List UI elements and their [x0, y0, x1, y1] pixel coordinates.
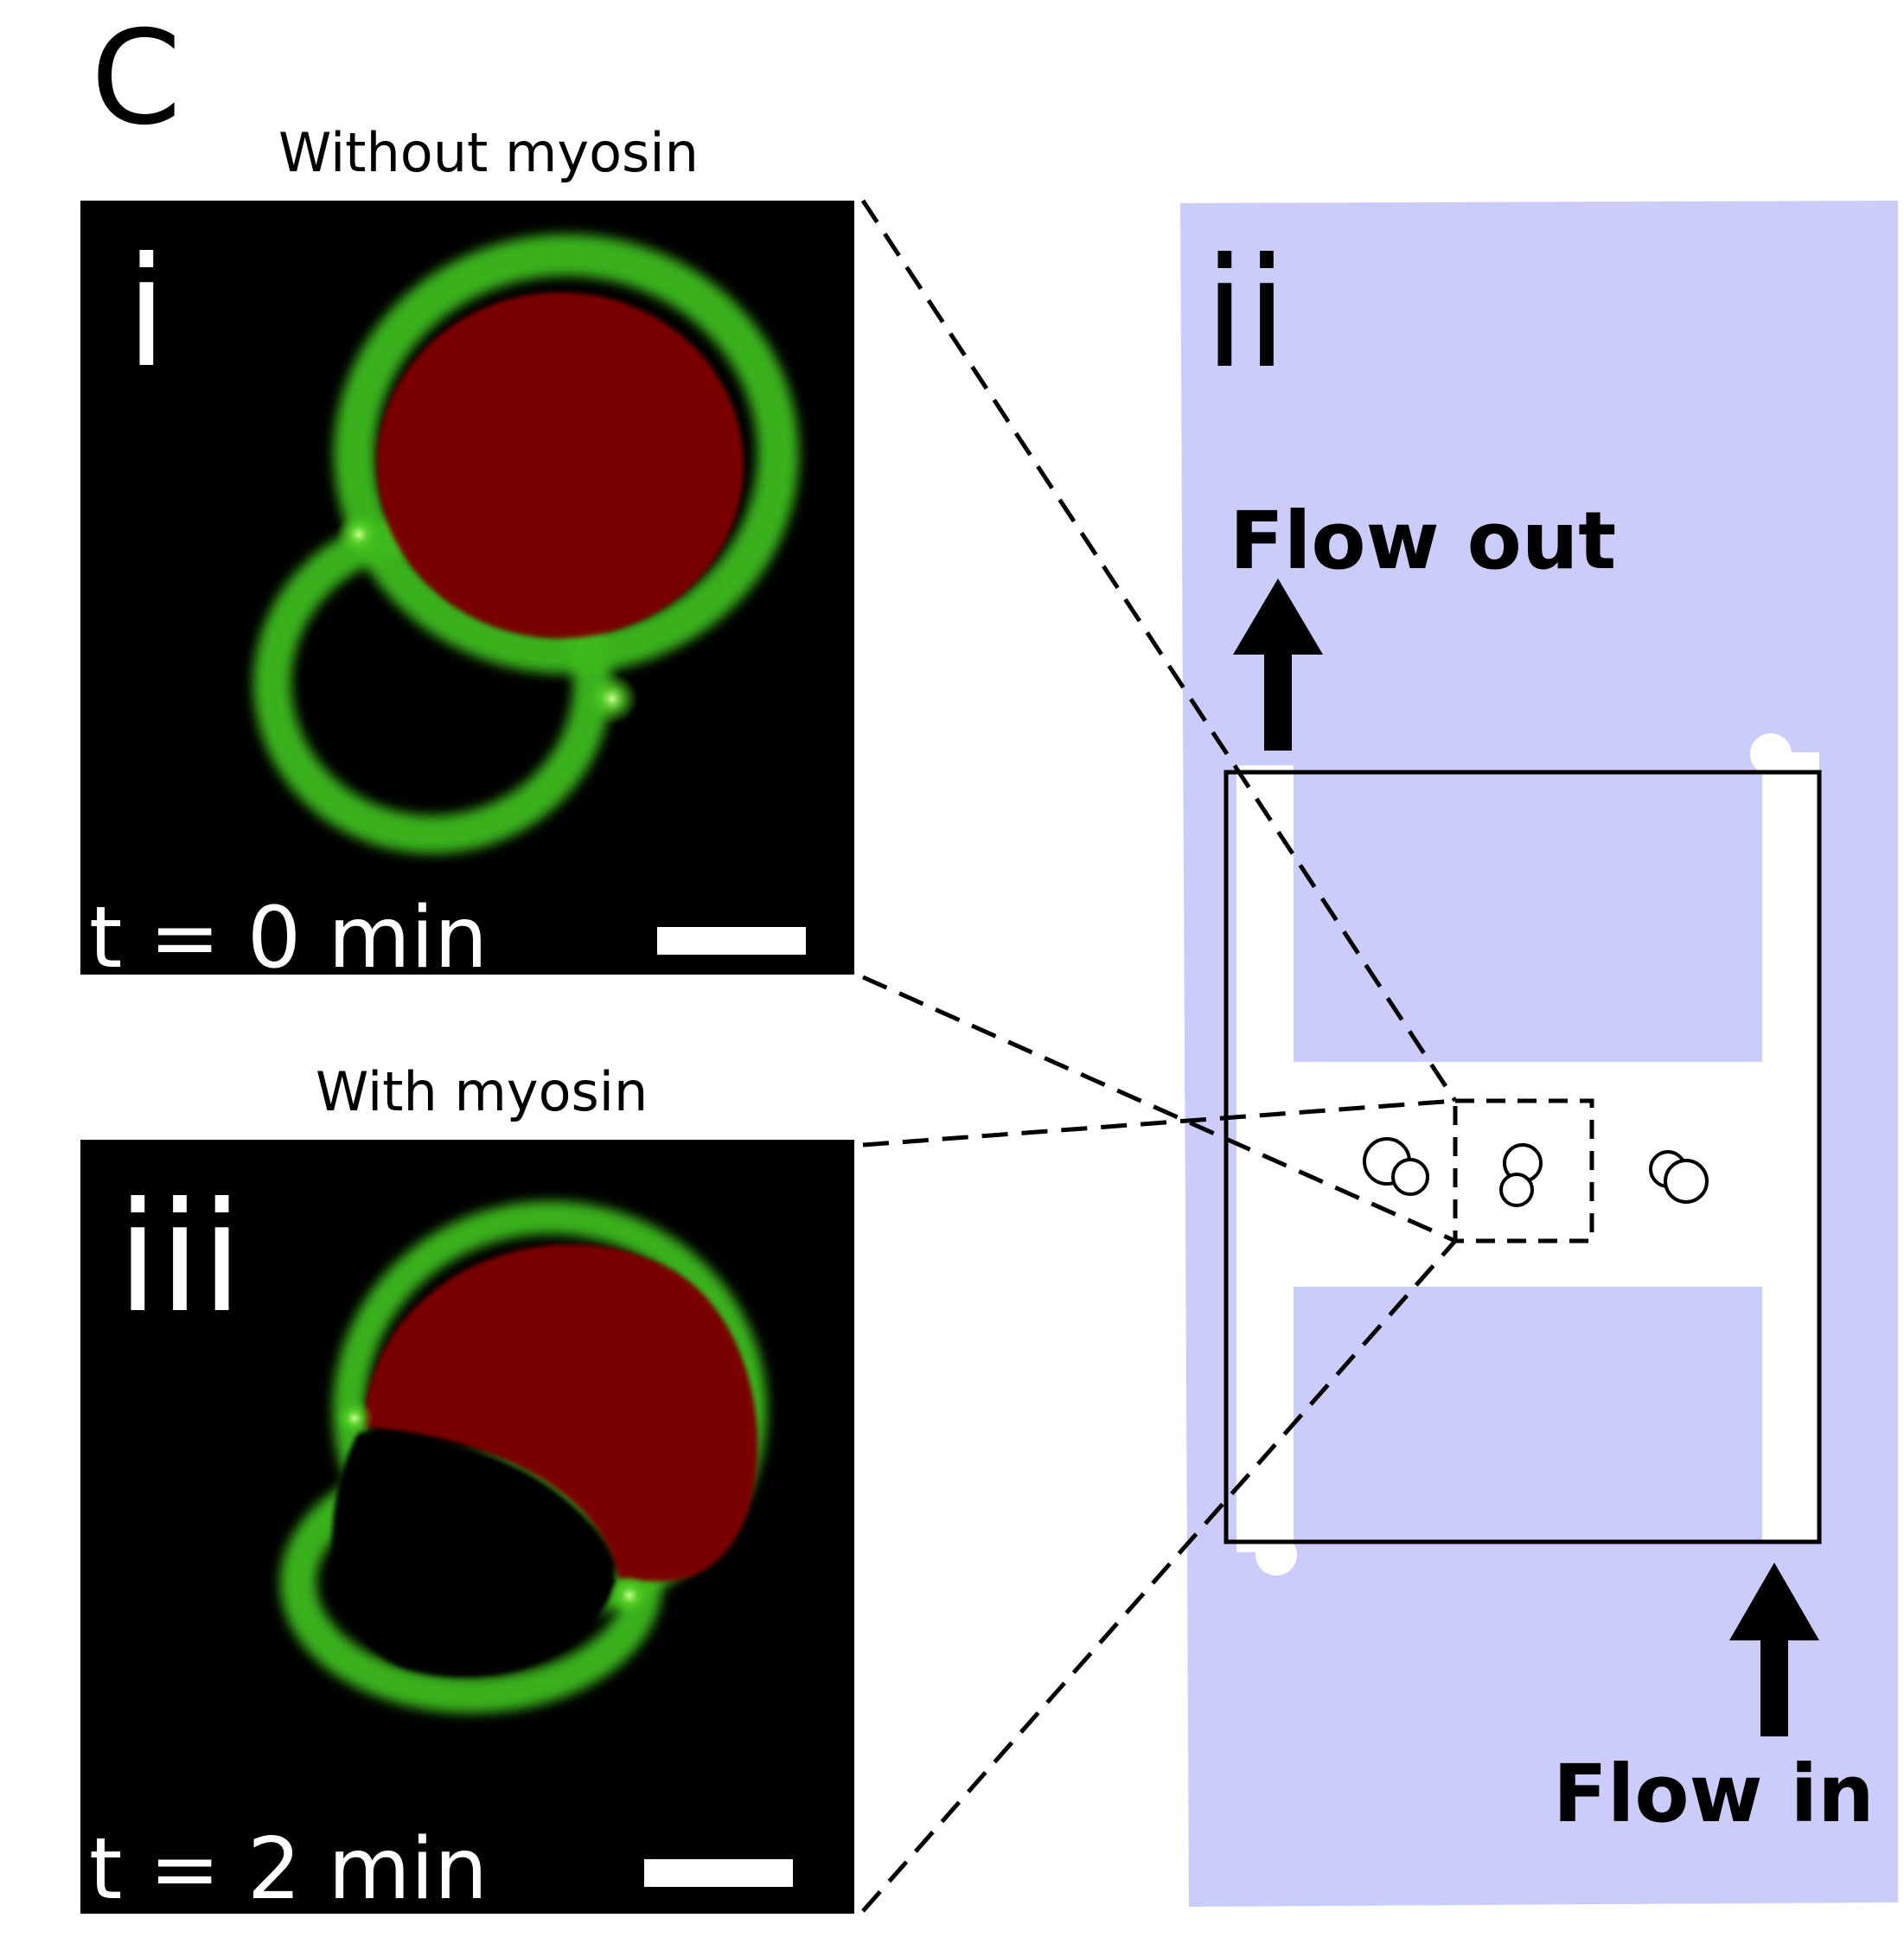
panel-ii-chip: ii Flow out Flow in — [1180, 201, 1898, 1907]
left-channel-end — [1255, 1534, 1297, 1576]
panel-iii-time-label: t = 2 min — [89, 1820, 488, 1919]
flow-out-label: Flow out — [1230, 495, 1616, 587]
panel-iii-numeral: iii — [117, 1171, 243, 1346]
vesicle-pair-right — [1649, 1150, 1709, 1204]
panel-ii-numeral: ii — [1204, 227, 1287, 402]
connector-iii-top — [862, 1098, 1456, 1148]
panel-i-numeral: i — [125, 226, 168, 401]
scale-bar-i — [657, 927, 806, 955]
flow-in-label: Flow in — [1553, 1748, 1875, 1840]
junction-spot-i-bottom — [586, 673, 638, 725]
panel-iii-title: With myosin — [316, 1060, 648, 1123]
vesicle-pair-middle — [1499, 1143, 1543, 1207]
panel-iii-micrograph — [80, 1140, 854, 1914]
panel-i-micrograph — [80, 201, 854, 975]
zoom-connector-lines — [860, 199, 1458, 1913]
panel-letter: C — [91, 3, 182, 154]
panel-i-time-label: t = 0 min — [89, 889, 488, 988]
panel-i-title: Without myosin — [278, 121, 699, 184]
junction-spot-i-top — [336, 512, 381, 557]
right-channel-end — [1750, 733, 1792, 775]
junction-spot-iii-bottom — [609, 1575, 650, 1616]
chip-background — [1180, 201, 1898, 1907]
dark-vesicle-iii — [332, 1431, 616, 1678]
chip-outline — [1224, 770, 1822, 1544]
vesicle-pair-left — [1363, 1137, 1429, 1196]
junction-spot-iii-top — [335, 1399, 374, 1437]
red-vesicle-iii — [363, 1244, 758, 1582]
scale-bar-iii — [644, 1859, 793, 1887]
zoom-box — [1453, 1098, 1594, 1244]
connector-i-top — [860, 199, 1458, 1103]
flow-out-arrow-icon — [1233, 579, 1323, 751]
connector-iii-bottom — [861, 1239, 1457, 1913]
red-vesicle-i — [377, 292, 744, 638]
flow-in-arrow-icon — [1729, 1563, 1819, 1736]
connector-i-bottom — [861, 975, 1457, 1244]
